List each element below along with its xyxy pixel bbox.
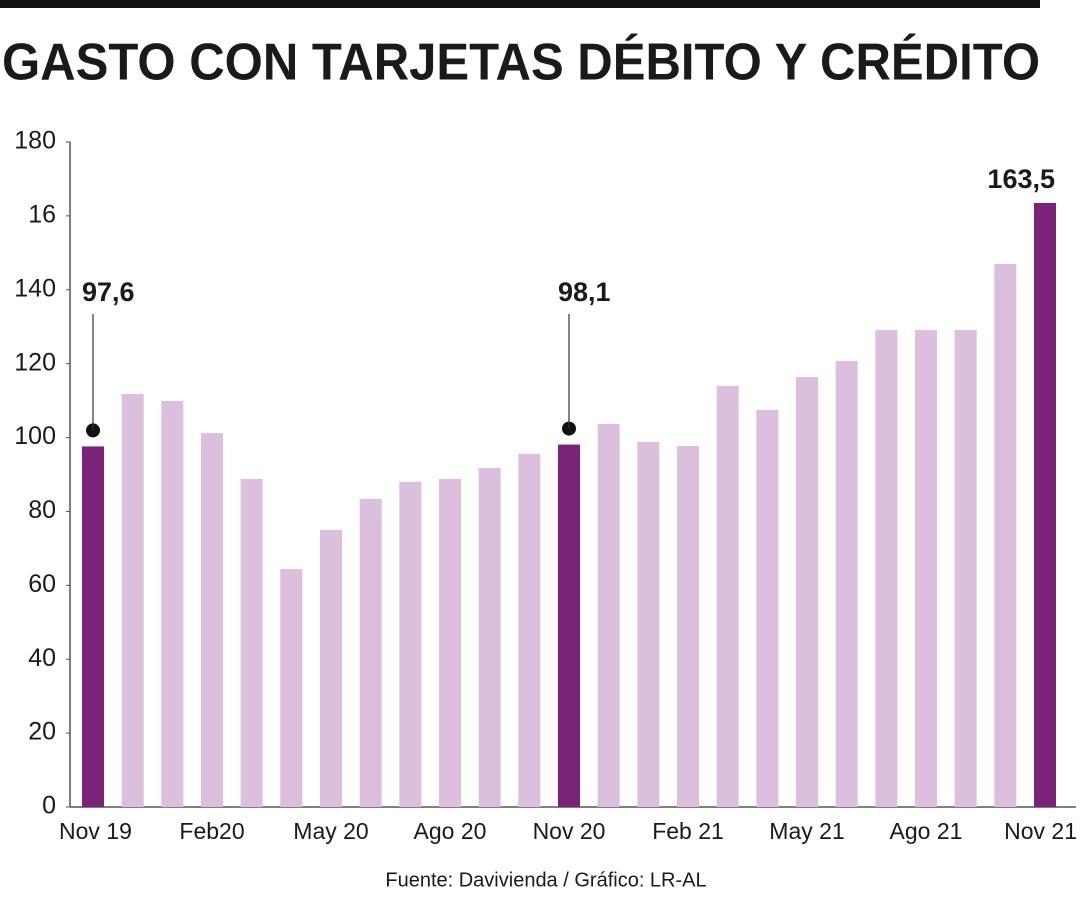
bar [82,446,104,807]
bar [201,433,223,807]
y-tick-label: 20 [28,718,56,746]
y-tick-label: 40 [28,644,56,672]
source: Fuente: Davivienda / Gráfico: LR-AL [385,869,706,891]
x-tick-label: Nov 20 [533,818,606,844]
bar [558,444,580,807]
top-rule [0,0,1040,8]
bar [240,478,263,807]
bar [756,409,779,807]
bar [875,330,898,807]
y-tick-label: 100 [14,422,56,450]
bar [637,441,660,807]
bar [796,376,818,807]
bar [359,498,382,807]
x-tick-label: Feb 21 [652,818,724,844]
y-tick-label: 16 [28,200,56,228]
x-tick-label: May 21 [769,818,844,844]
bar [161,400,184,807]
bar [280,569,303,807]
x-tick-label: Nov 19 [59,818,132,844]
y-tick-label: 140 [14,274,56,302]
y-tick-label: 80 [28,496,56,524]
value-label: 98,1 [558,277,611,307]
bar [597,423,620,807]
chart-title: GASTO CON TARJETAS DÉBITO Y CRÉDITO [2,34,1040,92]
x-tick-label: Ago 20 [414,818,487,844]
bar [478,467,501,807]
bar [121,393,144,807]
bar [320,529,342,807]
bar [677,446,699,807]
bar [716,385,739,807]
bar [954,330,977,807]
bar [915,330,937,807]
bar [1034,202,1056,808]
y-tick-label: 180 [14,127,56,155]
x-tick-label: Nov 21 [1004,818,1077,844]
bar [518,453,541,807]
y-tick-label: 60 [28,570,56,598]
bar [399,481,422,807]
x-tick-label: Ago 21 [890,818,963,844]
bar [835,361,858,807]
value-label: 163,5 [987,164,1055,194]
y-tick-label: 120 [14,348,56,376]
x-tick-label: May 20 [293,818,368,844]
y-tick-label: 0 [42,792,56,820]
x-tick-label: Feb20 [179,818,244,844]
value-label: 97,6 [82,277,135,307]
bar [994,263,1017,808]
bar [439,478,461,807]
